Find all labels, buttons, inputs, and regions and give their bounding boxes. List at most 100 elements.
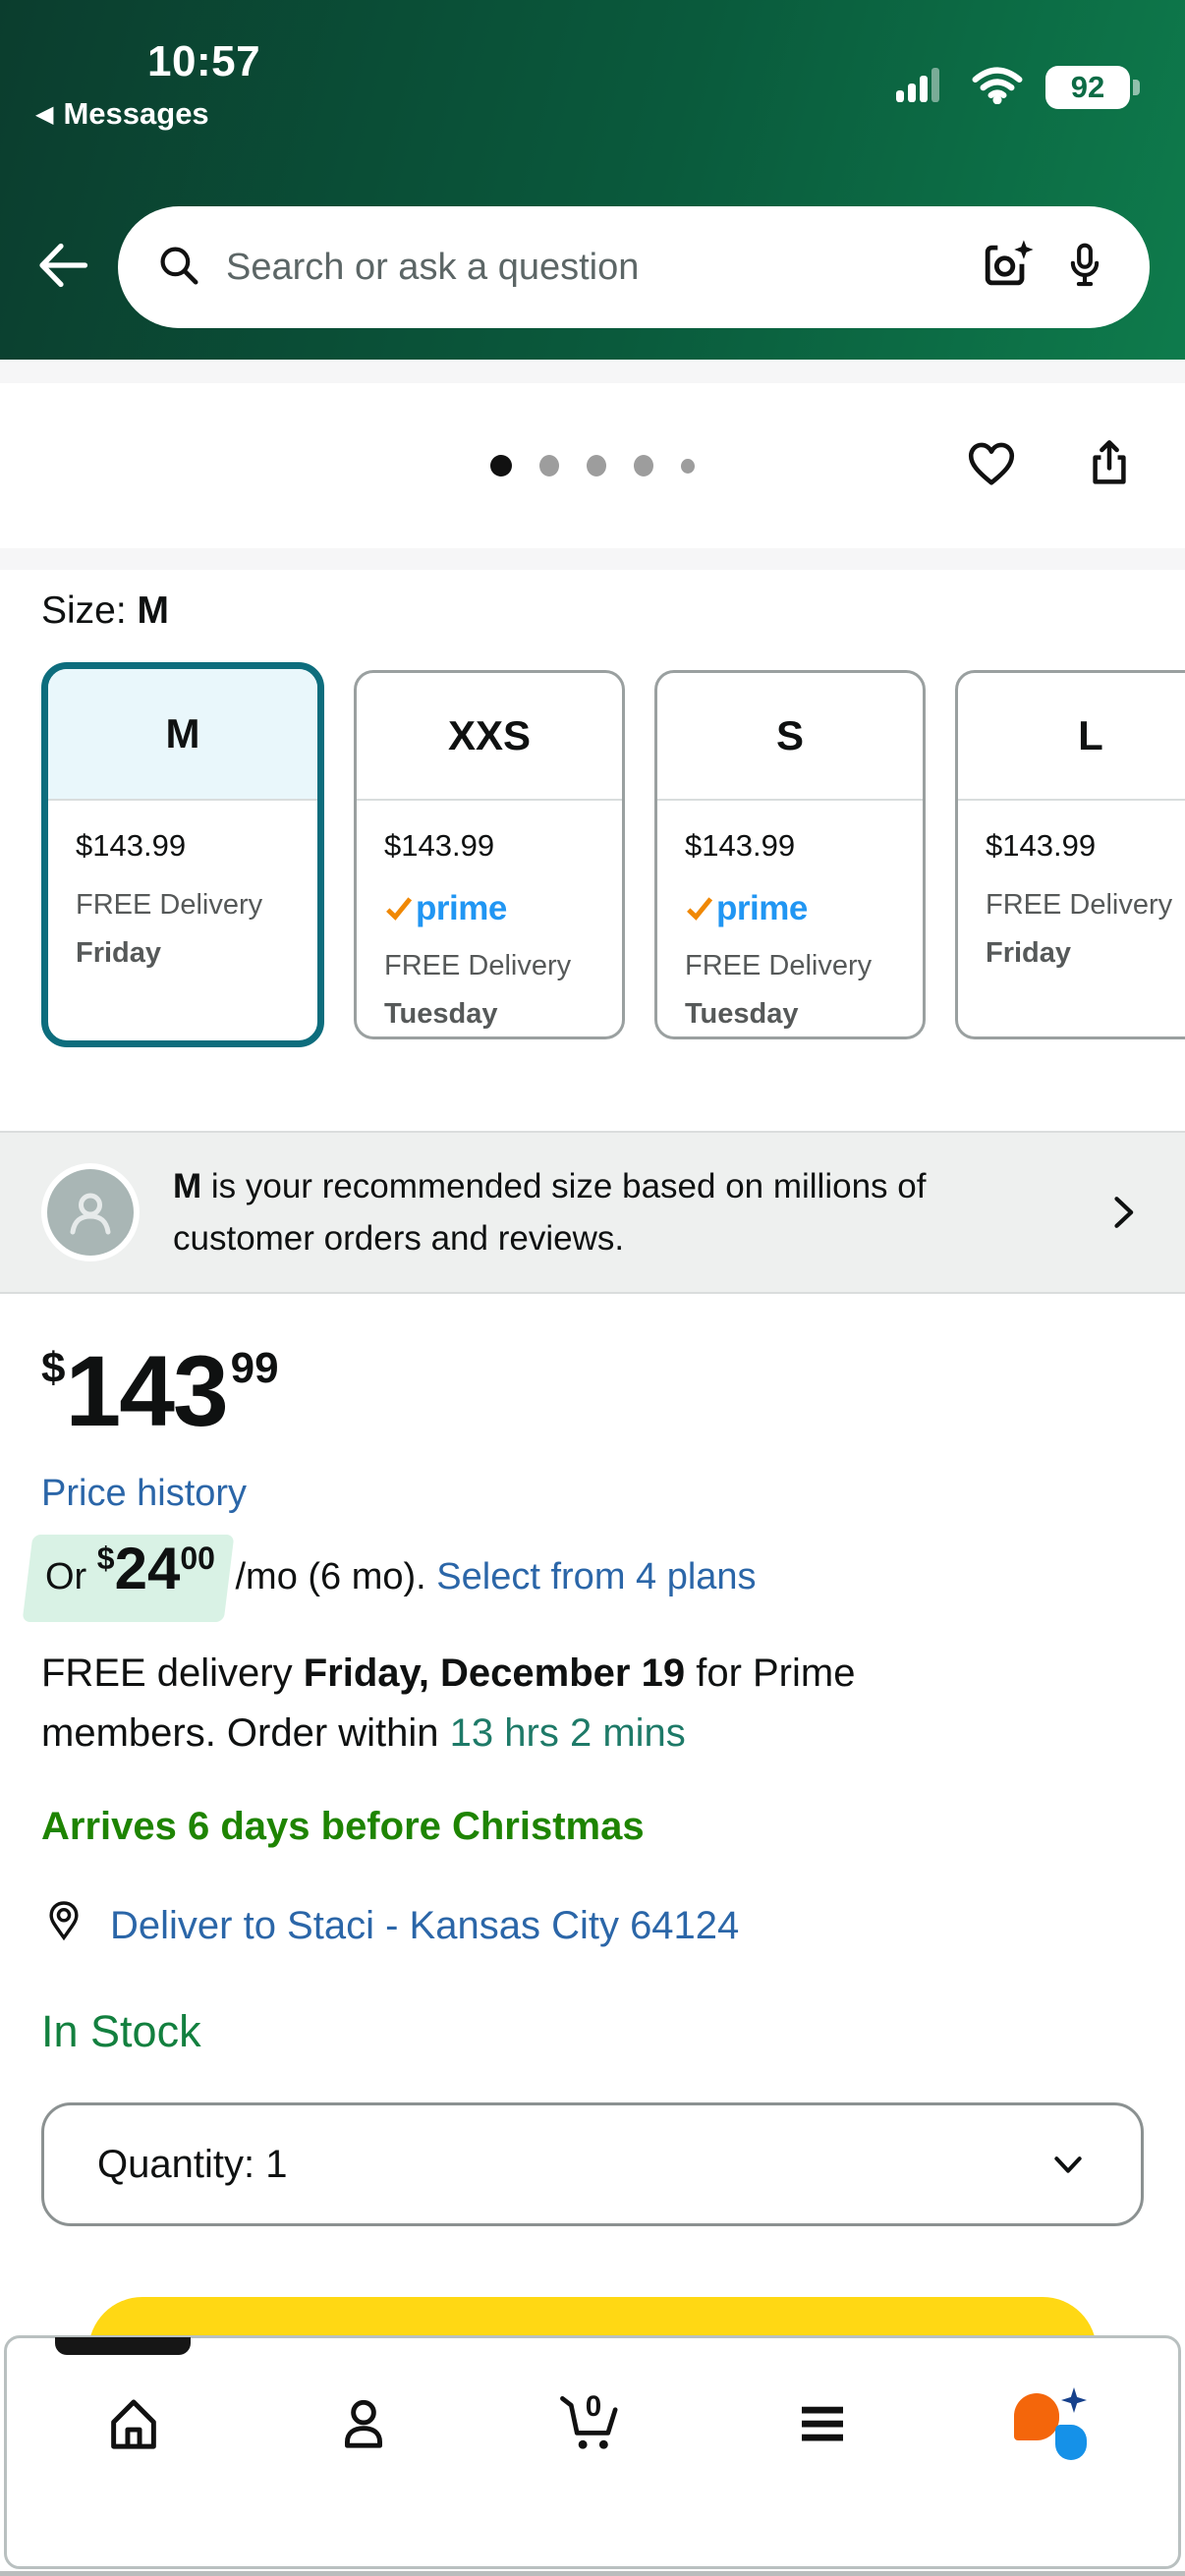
recommendation-text: M is your recommended size based on mill… <box>173 1160 1038 1264</box>
select-plans-link[interactable]: Select from 4 plans <box>436 1556 757 1597</box>
back-triangle-icon: ◀ <box>35 100 54 128</box>
buybox: $14399 Price history Or $24 00 /mo (6 mo)… <box>0 1341 1185 2405</box>
back-app-label: Messages <box>63 96 209 131</box>
search-bar[interactable] <box>118 206 1150 328</box>
section-divider-strip <box>0 548 1185 570</box>
battery-indicator: 92 <box>1045 65 1140 109</box>
location-pin-icon <box>41 1898 86 1953</box>
size-option-price: $143.99 <box>384 828 495 863</box>
order-countdown: 13 hrs 2 mins <box>449 1711 686 1755</box>
price-fraction: 99 <box>230 1344 279 1392</box>
size-option-card-xxs[interactable]: XXS $143.99 prime FREE Delivery Tuesday <box>354 670 625 1039</box>
wifi-icon <box>971 65 1024 109</box>
prime-badge: prime <box>685 889 895 928</box>
person-avatar-icon <box>47 1169 134 1256</box>
rufus-icon <box>1014 2387 1089 2460</box>
gallery-dot[interactable] <box>587 455 606 476</box>
microphone-icon[interactable] <box>1059 240 1110 296</box>
size-option-delivery: FREE Delivery <box>76 889 263 921</box>
deliver-to-row[interactable]: Deliver to Staci - Kansas City 64124 <box>41 1898 1144 1953</box>
hamburger-menu-icon <box>801 2406 843 2441</box>
size-options-row: M $143.99 prime FREE Delivery Friday XXS… <box>0 662 1185 1047</box>
cart-icon: 0 <box>560 2389 618 2449</box>
size-option-label: M <box>48 669 317 801</box>
app-header: 10:57 ◀ Messages 92 <box>0 0 1185 360</box>
size-option-details: $143.99 prime FREE Delivery Friday <box>48 801 317 970</box>
profile-tab[interactable] <box>319 2381 408 2466</box>
prime-label: prime <box>716 889 808 927</box>
rufus-sparkle-icon <box>1061 2387 1087 2413</box>
size-option-delivery-day: Friday <box>986 937 1072 969</box>
avatar <box>41 1163 140 1261</box>
size-label-value: M <box>137 589 170 632</box>
size-option-delivery-day: Tuesday <box>685 998 799 1030</box>
recommendation-body: is your recommended size based on millio… <box>173 1167 927 1258</box>
stock-status: In Stock <box>41 2006 201 2056</box>
gallery-controls-row <box>0 383 1185 548</box>
installment-offer: Or $24 00 /mo (6 mo). Select from 4 plans <box>41 1540 1144 1598</box>
product-price: $14399 <box>41 1341 1144 1441</box>
cart-count-badge: 0 <box>586 2390 601 2423</box>
chevron-down-icon <box>1054 2156 1082 2173</box>
rufus-assistant-tab[interactable] <box>1007 2381 1096 2466</box>
prime-label: prime <box>416 889 507 927</box>
chevron-right-icon <box>1100 1191 1144 1234</box>
status-icons: 92 <box>894 65 1140 109</box>
back-arrow-icon[interactable] <box>33 236 92 300</box>
installment-currency: $ <box>96 1540 115 1576</box>
delivery-date: Friday, December 19 <box>303 1652 686 1695</box>
size-option-label: XXS <box>357 673 622 801</box>
size-option-price: $143.99 <box>685 828 796 863</box>
quantity-selector[interactable]: Quantity: 1 <box>41 2102 1144 2226</box>
price-whole: 143 <box>65 1335 228 1447</box>
size-option-card-l[interactable]: L prime $143.99 FREE Delivery Friday <box>955 670 1185 1039</box>
wishlist-heart-icon[interactable] <box>963 435 1020 497</box>
size-option-delivery-day: Tuesday <box>384 998 498 1030</box>
rufus-orange-bubble <box>1014 2393 1059 2440</box>
search-nav-row <box>33 206 1150 328</box>
size-option-price: $143.99 <box>76 828 187 863</box>
delivery-promise: FREE delivery Friday, December 19 for Pr… <box>41 1644 985 1764</box>
search-input[interactable] <box>226 246 955 289</box>
deliver-to-link[interactable]: Deliver to Staci - Kansas City 64124 <box>110 1903 740 1947</box>
size-option-card-m[interactable]: M $143.99 prime FREE Delivery Friday <box>41 662 324 1047</box>
menu-tab[interactable] <box>778 2381 867 2466</box>
gallery-actions <box>963 435 1136 497</box>
home-tab[interactable] <box>89 2381 178 2466</box>
size-option-price: $143.99 <box>986 828 1097 863</box>
quantity-label: Quantity: 1 <box>97 2142 288 2186</box>
delivery-prefix: FREE delivery <box>41 1652 304 1695</box>
delivery-middle: for Prime members. Order within <box>41 1652 856 1755</box>
gallery-pagination-dots <box>0 383 1185 548</box>
screen-edge <box>0 2571 1185 2576</box>
nav-notch <box>55 2337 191 2355</box>
size-option-label: L <box>958 673 1185 801</box>
size-section-label: Size: M <box>41 589 1185 633</box>
home-icon <box>111 2399 156 2449</box>
prime-check-icon <box>386 897 413 921</box>
bottom-navigation-bar: 0 <box>4 2335 1181 2569</box>
section-divider-strip <box>0 360 1185 383</box>
prime-badge: prime <box>384 889 594 928</box>
gallery-dot[interactable] <box>681 458 695 474</box>
share-icon[interactable] <box>1083 437 1136 495</box>
size-recommendation-banner[interactable]: M is your recommended size based on mill… <box>0 1131 1185 1294</box>
status-time: 10:57 <box>147 37 261 85</box>
search-icon <box>155 242 202 294</box>
price-history-link[interactable]: Price history <box>41 1473 248 1514</box>
size-option-details: $143.99 prime FREE Delivery Tuesday <box>657 801 923 1031</box>
gallery-dot[interactable] <box>634 455 653 476</box>
person-icon <box>344 2399 382 2448</box>
arrives-before-christmas: Arrives 6 days before Christmas <box>41 1805 645 1848</box>
size-option-details: $143.99 prime FREE Delivery Tuesday <box>357 801 622 1031</box>
size-option-card-s[interactable]: S $143.99 prime FREE Delivery Tuesday <box>654 670 926 1039</box>
cart-tab[interactable]: 0 <box>548 2381 637 2466</box>
gallery-dot[interactable] <box>490 455 512 476</box>
size-option-delivery: FREE Delivery <box>384 950 572 981</box>
size-option-label: S <box>657 673 923 801</box>
gallery-dot[interactable] <box>539 455 559 476</box>
back-to-app-button[interactable]: ◀ Messages <box>35 96 209 132</box>
prime-check-icon <box>687 897 713 921</box>
installment-terms: /mo (6 mo). <box>224 1556 437 1597</box>
camera-lens-search-icon[interactable] <box>979 237 1036 299</box>
